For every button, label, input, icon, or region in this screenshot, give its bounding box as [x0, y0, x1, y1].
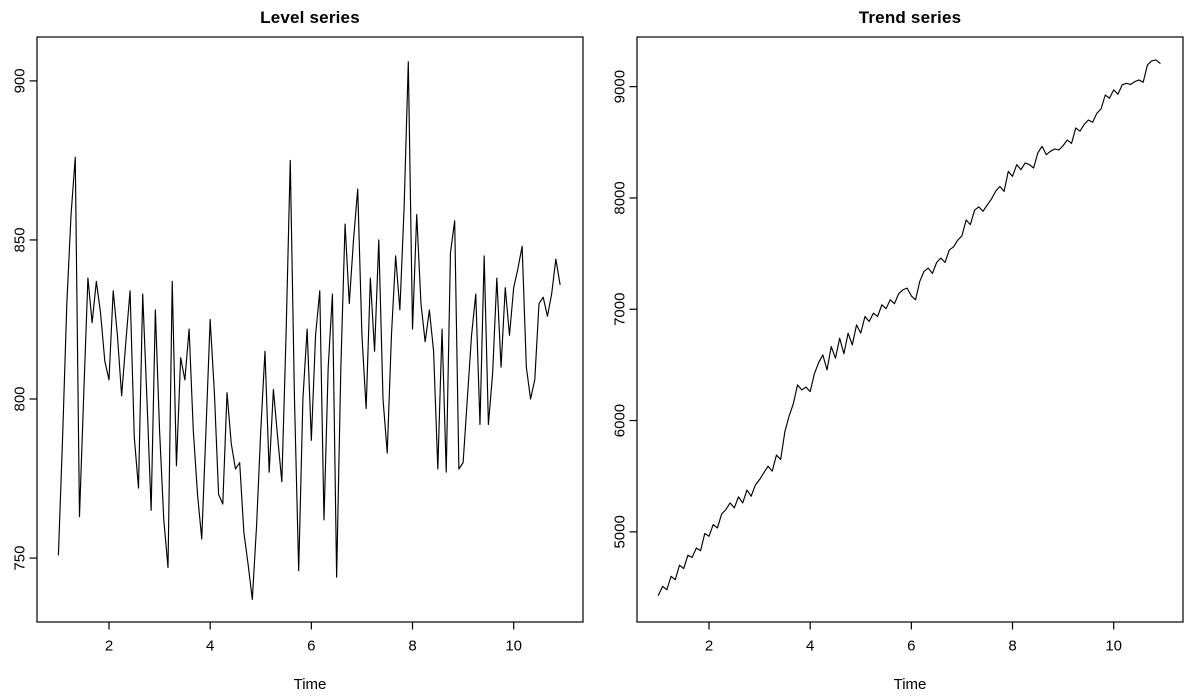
y-tick-label: 6000 — [612, 404, 629, 437]
y-tick-label: 9000 — [612, 70, 629, 103]
x-tick-label: 10 — [1105, 638, 1122, 655]
plot-box — [636, 36, 1184, 623]
y-tick-label: 800 — [12, 386, 29, 411]
x-tick-label: 6 — [907, 638, 915, 655]
y-tick-label: 750 — [12, 546, 29, 571]
x-tick-label: 2 — [705, 638, 713, 655]
x-axis-label-level: Time — [293, 676, 327, 693]
chart-title-level-series: Level series — [260, 8, 360, 27]
y-tick-label: 7000 — [612, 293, 629, 326]
y-tick-label: 900 — [12, 68, 29, 93]
x-tick-label: 10 — [505, 638, 522, 655]
level-series-line — [57, 61, 561, 600]
x-tick-label: 2 — [105, 638, 113, 655]
x-tick-label: 6 — [307, 638, 315, 655]
x-tick-label: 8 — [1008, 638, 1016, 655]
y-tick-label: 5000 — [612, 515, 629, 548]
trend-series-line — [657, 59, 1161, 596]
x-axis-label-trend: Time — [893, 676, 927, 693]
chart-title-trend-series: Trend series — [858, 8, 962, 27]
x-tick-label: 8 — [408, 638, 416, 655]
y-tick-label: 8000 — [612, 181, 629, 214]
y-tick-label: 850 — [12, 227, 29, 252]
x-tick-label: 4 — [206, 638, 214, 655]
x-tick-label: 4 — [806, 638, 814, 655]
plot-box — [36, 36, 584, 623]
